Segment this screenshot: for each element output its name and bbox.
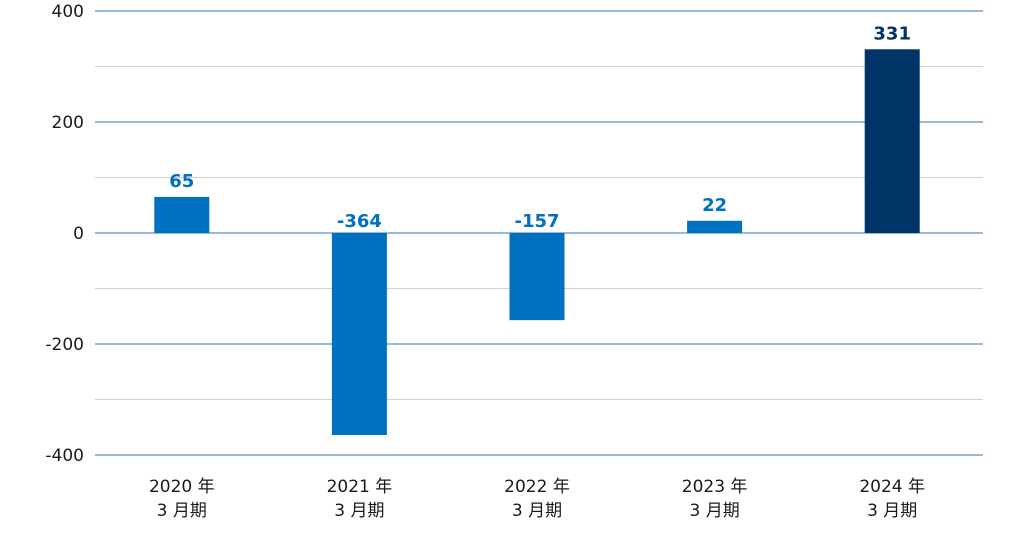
x-tick-label: 3 月期 — [512, 501, 562, 521]
x-tick-label: 3 月期 — [334, 501, 384, 521]
x-tick-label: 3 月期 — [157, 501, 207, 521]
y-tick-label: -200 — [45, 335, 84, 355]
y-tick-label: 0 — [73, 224, 84, 244]
bar — [154, 196, 210, 233]
x-tick-label: 2021 年 — [327, 477, 393, 497]
x-tick-label: 3 月期 — [867, 501, 917, 521]
y-axis: 400 200 0 -200 -400 — [45, 2, 84, 466]
grid-lines — [95, 10, 983, 456]
data-label: 22 — [702, 195, 727, 216]
bars — [154, 49, 920, 436]
y-tick-label: 200 — [52, 113, 84, 133]
x-tick-label: 2024 年 — [859, 477, 925, 497]
y-tick-label: 400 — [52, 2, 84, 22]
x-tick-label: 2020 年 — [149, 477, 215, 497]
bar — [687, 220, 743, 233]
data-label: 65 — [169, 171, 194, 192]
x-tick-label: 2023 年 — [682, 477, 748, 497]
bar — [509, 233, 565, 321]
data-label: -157 — [514, 211, 559, 232]
x-tick-label: 2022 年 — [504, 477, 570, 497]
data-labels: 65 -364 -157 22 331 — [169, 23, 911, 232]
y-tick-label: -400 — [45, 446, 84, 466]
x-tick-label: 3 月期 — [689, 501, 739, 521]
x-axis: 2020 年 3 月期 2021 年 3 月期 2022 年 3 月期 2023 年 3 月期… — [149, 477, 925, 521]
bar — [331, 233, 387, 436]
bar — [864, 49, 920, 233]
data-label: -364 — [337, 211, 382, 232]
data-label: 331 — [873, 23, 911, 44]
